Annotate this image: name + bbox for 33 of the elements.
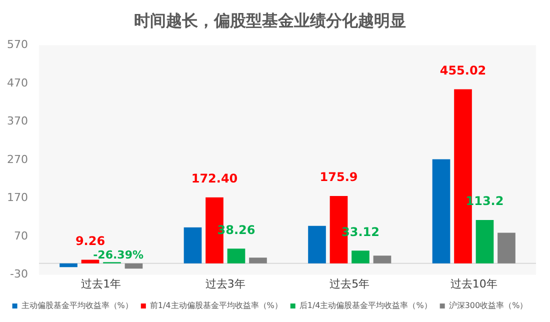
bar (60, 263, 78, 268)
chart-title: 时间越长，偏股型基金业绩分化越明显 (134, 10, 406, 30)
y-tick-label: 370 (6, 114, 28, 128)
bar (373, 256, 392, 264)
legend-label: 沪深300收益率（%） (448, 301, 528, 310)
bar (352, 250, 370, 264)
y-tick-label: 270 (6, 152, 28, 166)
y-tick-label: 570 (6, 38, 28, 52)
y-tick-label: 470 (6, 76, 28, 90)
bar (124, 263, 143, 269)
bar (249, 258, 267, 264)
bar (476, 220, 494, 264)
bar (184, 227, 202, 264)
bar (498, 232, 516, 264)
x-tick-label: 过去1年 (81, 277, 122, 290)
y-tick-label: -30 (10, 268, 28, 281)
legend-label: 前1/4主动偏股基金平均收益率（%） (150, 301, 282, 310)
data-label: 9.26 (75, 234, 106, 248)
x-tick-label: 过去10年 (450, 277, 498, 290)
data-label: 172.40 (191, 171, 238, 186)
y-tick-label: 70 (14, 229, 28, 242)
x-tick-label: 过去5年 (330, 277, 370, 290)
annotation: -26.39% (93, 248, 144, 262)
data-label: 175.9 (320, 170, 358, 184)
bar (432, 159, 450, 264)
legend-label: 主动偏股基金平均收益率（%） (21, 301, 133, 310)
data-label: 455.02 (440, 63, 486, 78)
y-tick-label: 170 (6, 191, 28, 204)
bar (81, 260, 100, 264)
bar (308, 226, 326, 264)
bar (227, 248, 246, 264)
x-tick-label: 过去3年 (205, 277, 246, 290)
legend-label: 后1/4主动偏股基金平均收益率（%） (299, 301, 432, 310)
